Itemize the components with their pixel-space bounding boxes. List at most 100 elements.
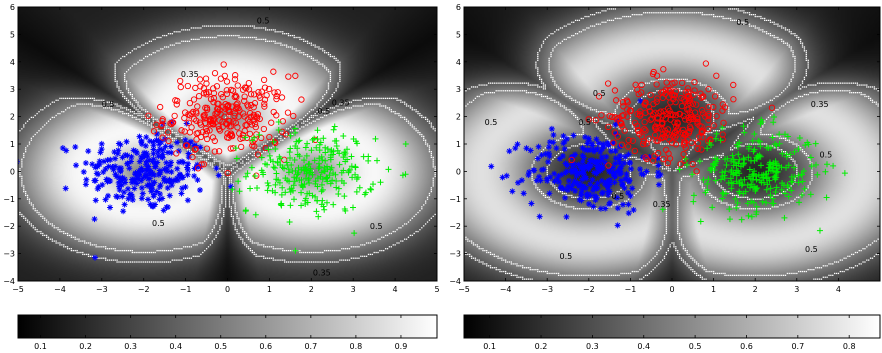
contour-segment: [303, 40, 305, 42]
contour-segment: [654, 12, 656, 14]
contour-segment: [124, 97, 126, 100]
contour-segment: [654, 151, 656, 153]
contour-segment: [154, 261, 156, 263]
data-point-plus: [333, 137, 340, 144]
contour-segment: [84, 253, 86, 256]
contour-segment: [582, 17, 584, 20]
data-point-asterisk: [582, 134, 589, 141]
contour-segment: [754, 198, 756, 200]
contour-segment: [491, 267, 494, 269]
contour-segment: [188, 149, 191, 151]
contour-segment: [578, 19, 581, 22]
contour-segment: [750, 109, 753, 111]
contour-segment: [747, 118, 749, 120]
contour-segment: [525, 278, 528, 280]
contour-segment: [711, 156, 713, 159]
contour-segment: [646, 141, 649, 143]
contour-segment: [697, 175, 700, 178]
contour-segment: [788, 139, 790, 141]
contour-segment: [304, 40, 307, 42]
contour-segment: [179, 143, 181, 145]
contour-segment: [293, 124, 295, 126]
contour-segment: [384, 107, 387, 109]
contour-segment: [424, 200, 427, 202]
contour-segment: [421, 114, 423, 117]
data-point-circle: [227, 123, 235, 130]
contour-segment: [709, 270, 711, 273]
data-point-asterisk: [614, 205, 621, 212]
data-point-asterisk: [621, 176, 628, 183]
contour-segment: [576, 133, 579, 136]
contour-segment: [242, 25, 244, 27]
data-point-asterisk: [113, 173, 120, 180]
contour-segment: [367, 253, 370, 256]
data-point-asterisk: [550, 139, 557, 146]
contour-segment: [314, 120, 316, 122]
contour-segment: [533, 92, 535, 94]
contour-segment: [120, 92, 122, 94]
contour-segment: [356, 246, 358, 248]
contour-segment: [506, 82, 509, 84]
data-point-asterisk: [585, 137, 592, 144]
contour-segment: [554, 80, 556, 82]
data-point-asterisk: [553, 145, 560, 152]
contour-segment: [325, 52, 328, 54]
contour-segment: [306, 251, 309, 254]
contour-segment: [386, 97, 389, 100]
contour-segment: [506, 90, 509, 92]
contour-segment: [165, 126, 168, 128]
contour-segment: [690, 149, 692, 151]
contour-segment: [794, 65, 796, 67]
data-point-asterisk: [565, 183, 572, 190]
data-point-asterisk: [134, 174, 141, 181]
data-point-circle: [279, 118, 287, 125]
contour-segment: [145, 118, 147, 120]
data-point-plus: [242, 134, 249, 141]
data-point-plus: [305, 161, 312, 168]
contour-segment: [743, 10, 745, 12]
data-point-asterisk: [119, 174, 126, 181]
contour-segment: [713, 111, 715, 113]
contour-segment: [116, 259, 118, 261]
contour-segment: [339, 259, 341, 261]
contour-segment: [788, 141, 790, 143]
data-point-plus: [275, 118, 282, 125]
contour-segment: [622, 15, 624, 18]
data-point-asterisk: [557, 184, 564, 191]
contour-segment: [415, 130, 417, 132]
contour-segment: [805, 270, 807, 273]
contour-segment: [95, 246, 97, 248]
data-point-asterisk: [94, 185, 101, 192]
contour-segment: [548, 59, 550, 61]
contour-segment: [559, 137, 562, 139]
contour-segment: [314, 251, 316, 254]
data-point-plus: [258, 154, 265, 161]
contour-segment: [682, 78, 685, 81]
contour-segment: [223, 213, 225, 216]
contour-segment: [643, 181, 645, 183]
data-point-asterisk: [117, 141, 124, 148]
contour-segment: [612, 126, 615, 128]
contour-segment: [559, 105, 562, 107]
contour-segment: [287, 249, 290, 252]
contour-segment: [308, 261, 311, 263]
contour-segment: [705, 190, 707, 193]
contour-segment: [139, 111, 141, 113]
contour-segment: [268, 257, 271, 259]
data-point-asterisk: [594, 145, 601, 152]
contour-segment: [219, 229, 221, 231]
contour-segment: [663, 78, 666, 81]
contour-segment: [122, 112, 124, 115]
contour-segment: [618, 128, 620, 130]
data-point-plus: [327, 154, 334, 161]
data-point-circle: [274, 89, 281, 96]
contour-segment: [663, 185, 666, 187]
contour-segment: [219, 225, 221, 227]
contour-segment: [430, 126, 432, 128]
data-point-plus: [340, 154, 347, 161]
contour-segment: [364, 255, 366, 257]
contour-segment: [714, 15, 717, 18]
data-point-circle: [211, 70, 219, 77]
contour-segment: [510, 272, 512, 275]
data-point-asterisk: [605, 178, 612, 185]
